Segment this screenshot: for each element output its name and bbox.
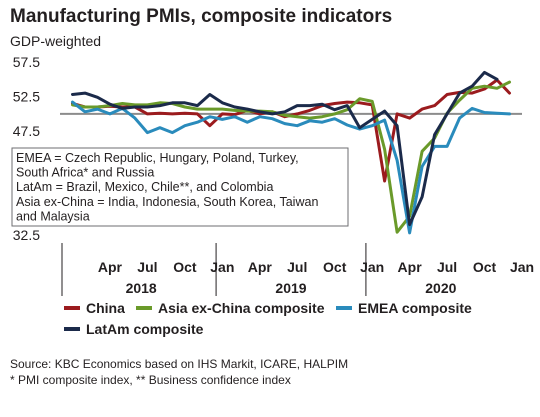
legend-label: EMEA composite xyxy=(358,300,472,316)
annotation-line: LatAm = Brazil, Mexico, Chile**, and Col… xyxy=(16,180,273,194)
year-label: 2019 xyxy=(275,280,306,296)
annotation-line: and Malaysia xyxy=(16,209,90,223)
page-title: Manufacturing PMIs, composite indicators xyxy=(10,6,393,27)
x-tick-label: Oct xyxy=(323,259,347,275)
footnote-line: * PMI composite index, ** Business confi… xyxy=(10,373,291,387)
annotation-line: South Africa* and Russia xyxy=(16,166,154,180)
year-label: 2018 xyxy=(126,280,157,296)
year-label: 2020 xyxy=(425,280,456,296)
x-tick-label: Jan xyxy=(510,259,534,275)
x-axis: Apr Jul Oct Jan Apr Jul Oct Jan Apr Jul Oct Jan 2018… xyxy=(61,243,534,296)
legend-label: Asia ex-China composite xyxy=(158,300,325,316)
y-tick-label: 57.5 xyxy=(13,54,40,70)
source-note: Source: KBC Economics based on IHS Marki… xyxy=(10,356,348,388)
x-tick-label: Jul xyxy=(137,259,157,275)
y-tick-label: 32.5 xyxy=(13,227,40,243)
source-line: Source: KBC Economics based on IHS Marki… xyxy=(10,357,349,371)
legend: China Asia ex-China composite EMEA composi… xyxy=(64,300,472,337)
x-tick-label: Jan xyxy=(360,259,384,275)
y-tick-label: 47.5 xyxy=(13,123,40,139)
x-tick-label: Jul xyxy=(287,259,307,275)
y-tick-label: 52.5 xyxy=(13,89,40,105)
series-lines xyxy=(71,70,511,235)
chart-subtitle: GDP-weighted xyxy=(10,33,102,49)
x-tick-label: Oct xyxy=(473,259,497,275)
legend-label: LatAm composite xyxy=(86,321,204,337)
x-tick-label: Apr xyxy=(398,259,423,275)
x-tick-label: Jul xyxy=(437,259,457,275)
x-tick-label: Oct xyxy=(173,259,197,275)
x-tick-label: Apr xyxy=(248,259,273,275)
series-line-emea-composite xyxy=(71,100,511,235)
annotation-line: Asia ex-China = India, Indonesia, South … xyxy=(16,195,318,209)
annotation-box: EMEA = Czech Republic, Hungary, Poland, … xyxy=(11,147,349,227)
annotation-line: EMEA = Czech Republic, Hungary, Poland, … xyxy=(16,151,299,165)
annotation-frame xyxy=(11,147,349,227)
series-line-latam-composite xyxy=(71,70,499,227)
x-tick-label: Apr xyxy=(98,259,123,275)
x-tick-label: Jan xyxy=(210,259,234,275)
legend-label: China xyxy=(86,300,125,316)
